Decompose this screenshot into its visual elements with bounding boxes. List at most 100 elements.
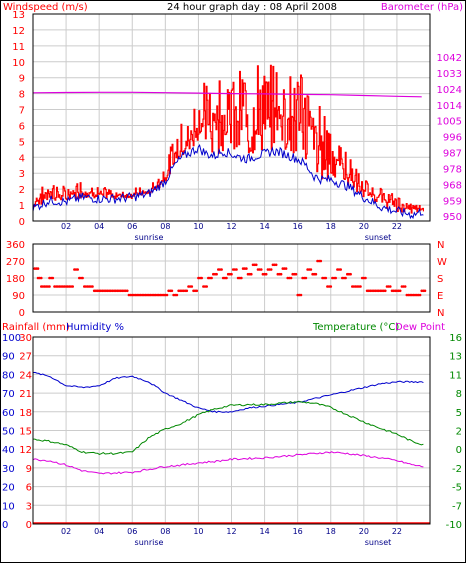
windspeed-tick-label: 12 — [12, 26, 25, 37]
direction-point — [91, 285, 94, 288]
climate-x-tick-label: 02 — [61, 527, 71, 536]
windspeed-tick-label: 11 — [12, 42, 25, 53]
rainfall-tick-label: 80 — [2, 370, 15, 381]
direction-point — [205, 285, 208, 288]
humidity-tick-label: 30 — [19, 333, 32, 344]
direction-point — [190, 285, 194, 288]
direction-degree-labels: 360 270 180 90 0 — [6, 240, 25, 319]
sunset-label-1: sunset — [365, 233, 392, 242]
direction-point — [76, 268, 79, 271]
humidity-tick-label: 24 — [19, 370, 32, 381]
humidity-tick-label: 9 — [26, 464, 32, 475]
direction-point — [269, 268, 273, 271]
rainfall-tick-label: 30 — [2, 464, 15, 475]
humidity-tick-label: 12 — [19, 445, 32, 456]
wind-panel-series — [32, 64, 424, 220]
direction-point — [309, 268, 313, 271]
temperature-tick-label: 2 — [456, 427, 462, 438]
direction-point — [339, 268, 343, 271]
humidity-axis-label: Humidity % — [66, 322, 124, 333]
temperature-tick-label: 0 — [456, 445, 462, 456]
windspeed-tick-label: 2 — [19, 185, 25, 196]
climate-x-tick-label: 18 — [326, 527, 336, 536]
barometer-tick-label: 996 — [443, 133, 462, 144]
temperature-series-line — [33, 400, 424, 455]
direction-point — [48, 285, 51, 288]
windspeed-tick-label: 8 — [19, 90, 25, 101]
wind-average-series-line — [32, 143, 424, 220]
rainfall-tick-label: 70 — [2, 389, 15, 400]
direction-degree-label: 90 — [12, 291, 25, 302]
barometer-tick-label: 950 — [443, 212, 462, 223]
rainfall-tick-label: 50 — [2, 427, 15, 438]
barometer-tick-label: 987 — [443, 149, 462, 160]
temperature-tick-label: -2 — [452, 464, 462, 475]
wind-x-tick-label: 02 — [61, 222, 71, 231]
wind-x-tick-label: 12 — [226, 222, 236, 231]
direction-point — [260, 268, 263, 271]
windspeed-axis-label: Windspeed (m/s) — [3, 2, 88, 13]
direction-compass-label: N — [437, 308, 444, 319]
dewpoint-series-line — [32, 451, 424, 475]
climate-x-tick-label: 08 — [160, 527, 170, 536]
direction-point — [51, 276, 55, 280]
direction-point — [220, 268, 223, 271]
direction-point — [40, 276, 43, 280]
windspeed-tick-label: 5 — [19, 137, 25, 148]
climate-panel-frame — [32, 336, 431, 525]
humidity-tick-label: 3 — [26, 501, 32, 512]
barometer-tick-label: 959 — [443, 196, 462, 207]
climate-panel-series — [32, 371, 430, 524]
direction-compass-label: S — [437, 274, 443, 285]
direction-point — [225, 276, 228, 280]
direction-degree-label: 270 — [6, 257, 25, 268]
temperature-axis-label: Temperature (°C) — [312, 322, 399, 333]
windspeed-tick-label: 4 — [19, 153, 25, 164]
direction-point — [245, 267, 248, 270]
direction-point — [344, 276, 347, 280]
direction-panel-frame — [32, 243, 431, 313]
direction-point — [423, 289, 427, 293]
temperature-tick-label: 13 — [449, 352, 462, 363]
direction-point — [230, 272, 233, 276]
direction-point — [195, 289, 199, 293]
direction-point — [279, 272, 283, 276]
direction-point — [264, 272, 268, 276]
sunrise-label-1: sunrise — [135, 233, 164, 242]
direction-point — [284, 267, 288, 270]
barometer-tick-label: 1005 — [437, 117, 462, 128]
direction-point — [175, 293, 179, 297]
direction-degree-label: 0 — [19, 308, 25, 319]
direction-point — [398, 289, 402, 293]
climate-panel-x-ticks: 02 04 06 08 10 12 14 16 18 20 22 — [61, 527, 402, 536]
wind-x-tick-label: 14 — [259, 222, 269, 231]
windspeed-tick-label: 7 — [19, 106, 25, 117]
wind-x-tick-label: 22 — [392, 222, 402, 231]
temperature-tick-label: 5 — [456, 408, 462, 419]
direction-point — [359, 285, 362, 288]
temperature-tick-label: -5 — [452, 483, 462, 494]
barometer-tick-label: 978 — [443, 164, 462, 175]
direction-point — [165, 293, 169, 297]
direction-point — [170, 289, 174, 293]
barometer-tick-label: 1033 — [437, 69, 462, 80]
rainfall-tick-label: 10 — [2, 501, 15, 512]
direction-point — [319, 259, 323, 263]
windspeed-tick-label: 13 — [12, 10, 25, 21]
windspeed-tick-label: 3 — [19, 169, 25, 180]
direction-point — [329, 285, 333, 288]
direction-degree-label: 360 — [6, 240, 25, 251]
rainfall-tick-label: 0 — [2, 520, 8, 531]
direction-point — [349, 272, 352, 276]
direction-point — [364, 276, 367, 280]
humidity-tick-label: 15 — [19, 427, 32, 438]
direction-point — [334, 276, 338, 280]
direction-compass-label: W — [437, 257, 447, 268]
temperature-tick-label: -10 — [446, 520, 462, 531]
direction-point — [289, 276, 293, 280]
direction-point — [403, 285, 407, 288]
direction-point — [235, 268, 238, 271]
